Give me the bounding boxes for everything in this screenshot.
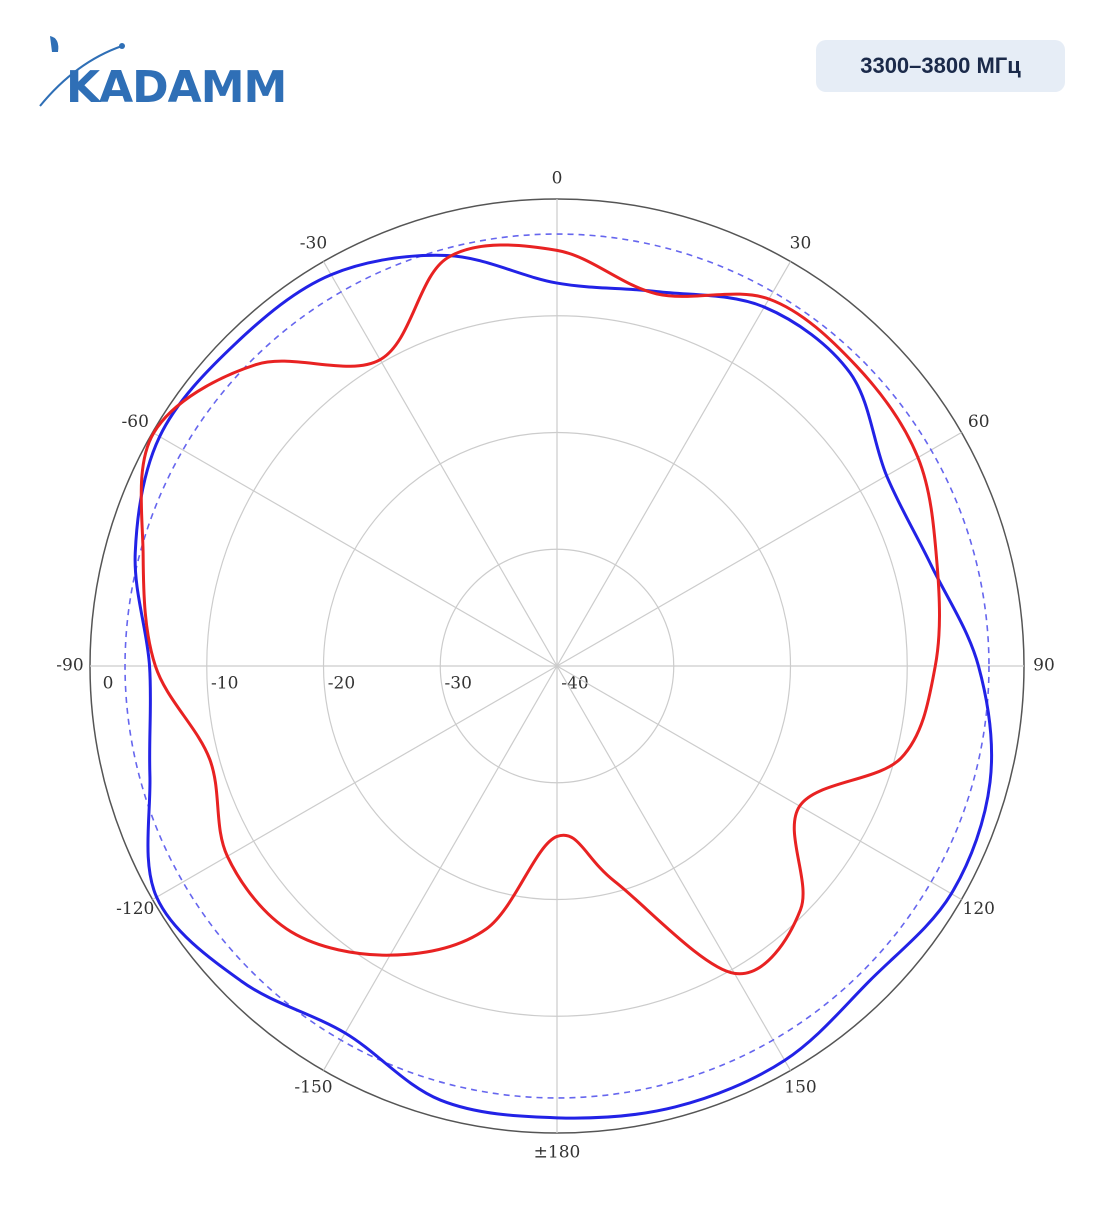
- spoke: [556, 665, 792, 1071]
- spoke: [556, 261, 792, 667]
- theta-tick-label: 60: [968, 412, 990, 432]
- r-tick-label: -40: [561, 674, 588, 694]
- theta-tick-label: -150: [294, 1077, 332, 1097]
- theta-tick-label: -60: [122, 412, 149, 432]
- spoke: [322, 261, 558, 667]
- pattern-line: [139, 243, 941, 976]
- spoke: [322, 665, 558, 1071]
- logo: KADAMM: [66, 62, 287, 113]
- spoke: [152, 665, 558, 901]
- theta-tick-label: ±180: [534, 1143, 581, 1163]
- theta-tick-label: 90: [1033, 656, 1055, 676]
- theta-tick-label: -120: [116, 899, 154, 919]
- r-tick-label: -10: [211, 674, 238, 694]
- theta-tick-label: 30: [790, 234, 812, 254]
- theta-tick-label: -90: [56, 656, 83, 676]
- spoke: [556, 431, 962, 667]
- theta-tick-label: 120: [963, 899, 995, 919]
- r-tick-label: 0: [103, 674, 114, 694]
- reference-circle: [124, 233, 990, 1099]
- frequency-badge: 3300–3800 МГц: [816, 40, 1065, 92]
- spoke: [152, 431, 558, 667]
- r-tick-label: -30: [445, 674, 472, 694]
- r-tick-label: -20: [328, 674, 355, 694]
- pattern-line: [133, 253, 993, 1120]
- spoke: [556, 665, 962, 901]
- logo-mark: [39, 36, 125, 107]
- theta-tick-label: 0: [552, 169, 563, 189]
- theta-tick-label: -30: [300, 234, 327, 254]
- theta-tick-label: 150: [784, 1077, 816, 1097]
